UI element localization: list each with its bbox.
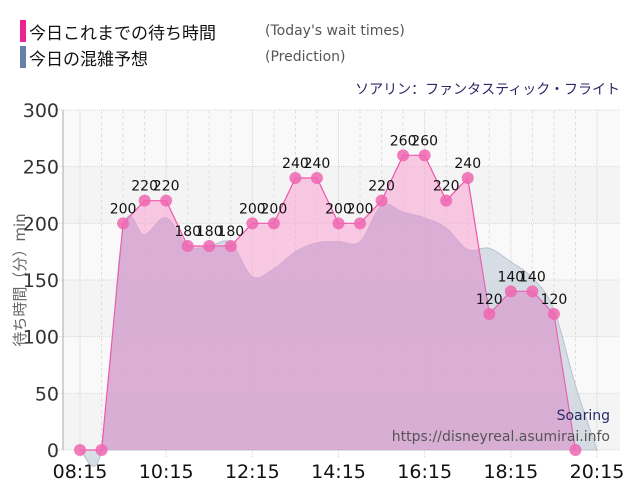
x-tick-label: 14:15 — [311, 461, 366, 483]
data-label: 220 — [153, 179, 180, 195]
data-point[interactable] — [181, 240, 194, 252]
data-point[interactable] — [246, 217, 259, 230]
data-point[interactable] — [461, 172, 474, 184]
data-point[interactable] — [526, 285, 539, 298]
x-tick-label: 18:15 — [483, 461, 538, 483]
data-label: 200 — [110, 201, 137, 217]
data-point[interactable] — [289, 172, 302, 184]
data-label: 220 — [368, 179, 395, 195]
data-label: 240 — [282, 156, 309, 172]
y-tick-label: 50 — [35, 383, 59, 405]
x-tick-label: 08:15 — [53, 461, 108, 483]
data-point[interactable] — [74, 444, 86, 456]
data-point[interactable] — [504, 285, 517, 298]
data-label: 180 — [196, 224, 223, 240]
data-point[interactable] — [160, 194, 173, 207]
data-point[interactable] — [569, 444, 582, 456]
data-point[interactable] — [483, 308, 496, 320]
data-label: 180 — [217, 224, 244, 240]
y-axis-label: 待ち時間（分）min — [11, 213, 29, 346]
x-tick-label: 12:15 — [225, 461, 280, 483]
y-tick-label: 250 — [23, 157, 59, 179]
data-point[interactable] — [267, 217, 280, 230]
data-label: 220 — [131, 179, 158, 195]
data-label: 260 — [411, 133, 438, 149]
y-tick-label: 150 — [23, 270, 59, 292]
data-label: 240 — [304, 156, 331, 172]
y-tick-label: 200 — [23, 213, 59, 235]
data-labels: 2002202201801801802002002402402002002202… — [110, 133, 568, 308]
data-points — [74, 149, 582, 456]
x-tick-label: 16:15 — [397, 461, 452, 483]
data-point[interactable] — [418, 149, 431, 162]
y-tick-label: 100 — [23, 327, 59, 349]
data-label: 140 — [519, 269, 546, 285]
legend-label-en: (Prediction) — [265, 49, 346, 65]
legend-swatch-today — [20, 20, 26, 42]
x-tick-label: 10:15 — [139, 461, 194, 483]
data-point[interactable] — [95, 444, 108, 456]
x-tick-label: 20:15 — [570, 461, 625, 483]
x-axis: 08:15 10:15 12:15 14:15 16:15 18:15 20:15 — [53, 461, 625, 483]
data-point[interactable] — [224, 240, 237, 252]
data-point[interactable] — [138, 194, 151, 207]
data-label: 200 — [325, 201, 352, 217]
legend-label-jp: 今日の混雑予想 — [29, 49, 148, 70]
data-label: 120 — [541, 292, 568, 308]
data-point[interactable] — [203, 240, 216, 252]
data-label: 240 — [454, 156, 481, 172]
data-point[interactable] — [440, 194, 453, 207]
data-label: 140 — [497, 269, 524, 285]
y-tick-label: 300 — [23, 100, 59, 122]
data-point[interactable] — [310, 172, 323, 184]
data-point[interactable] — [117, 217, 130, 230]
legend: 今日これまでの待ち時間 (Today's wait times) 今日の混雑予想… — [20, 18, 405, 70]
data-label: 200 — [261, 201, 288, 217]
legend-label-en: (Today's wait times) — [265, 23, 405, 39]
legend-item-prediction: 今日の混雑予想 (Prediction) — [20, 44, 405, 70]
today-wait-area — [80, 154, 577, 451]
data-label: 120 — [476, 292, 503, 308]
data-point[interactable] — [332, 217, 345, 230]
legend-swatch-prediction — [20, 46, 26, 68]
data-label: 220 — [433, 179, 460, 195]
attribution-url: https://disneyreal.asumirai.info — [392, 429, 610, 445]
legend-item-today: 今日これまでの待ち時間 (Today's wait times) — [20, 18, 405, 44]
data-point[interactable] — [375, 194, 388, 207]
chart-subtitle: ソアリン：ファンタスティック・フライト — [355, 82, 620, 98]
data-label: 200 — [239, 201, 266, 217]
data-label: 180 — [174, 224, 201, 240]
data-point[interactable] — [397, 149, 410, 162]
y-tick-label: 0 — [47, 440, 59, 462]
attribution-name: Soaring — [557, 408, 610, 424]
data-point[interactable] — [547, 308, 560, 320]
data-label: 200 — [347, 201, 374, 217]
data-point[interactable] — [354, 217, 367, 230]
data-label: 260 — [390, 133, 417, 149]
y-axis: 0 50 100 150 200 250 300 — [23, 100, 59, 462]
legend-label-jp: 今日これまでの待ち時間 — [29, 23, 216, 44]
